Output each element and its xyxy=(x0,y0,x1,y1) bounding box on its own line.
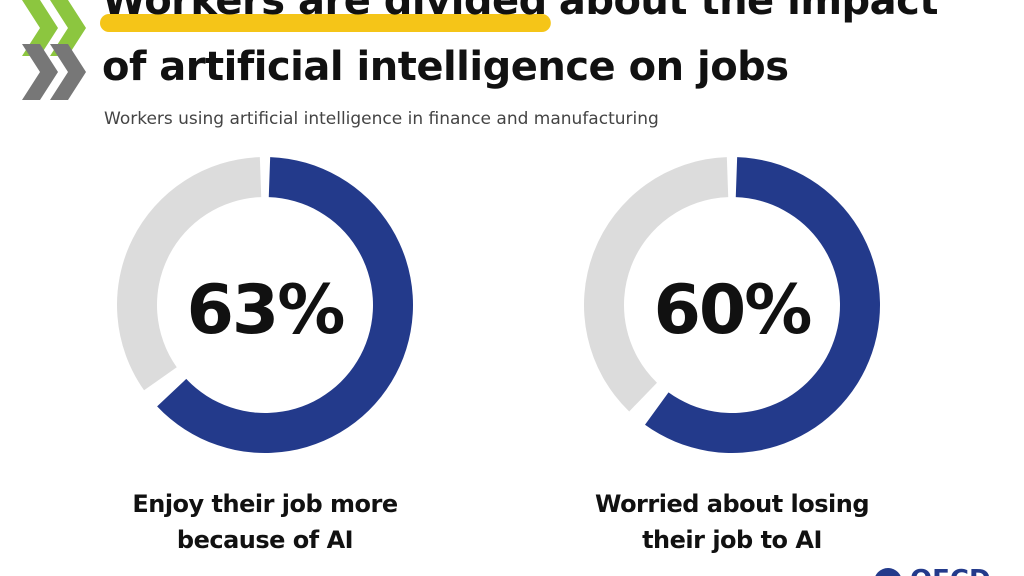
title-highlighted: Workers are divided xyxy=(102,0,547,24)
logo-mark xyxy=(875,568,901,576)
ring-track xyxy=(117,157,262,391)
caption: Worried about losing xyxy=(595,490,869,518)
caption: Enjoy their job more xyxy=(132,490,398,518)
title-highlight xyxy=(100,14,551,32)
caption: their job to AI xyxy=(642,526,822,554)
ring-track xyxy=(584,157,729,412)
logo-chevrons xyxy=(22,0,86,100)
title-line: of artificial intelligence on jobs xyxy=(102,44,789,90)
ring-value xyxy=(645,157,880,454)
logo-text: OECD xyxy=(910,565,991,576)
title-rest: about the impact xyxy=(559,0,939,24)
title-line: Workers are divided about the impact xyxy=(102,0,938,24)
percent-label: 63% xyxy=(187,271,344,350)
percent-label: 60% xyxy=(654,271,811,350)
ring-value xyxy=(157,157,413,454)
caption: because of AI xyxy=(177,526,353,554)
subtitle: Workers using artificial intelligence in… xyxy=(104,109,659,129)
